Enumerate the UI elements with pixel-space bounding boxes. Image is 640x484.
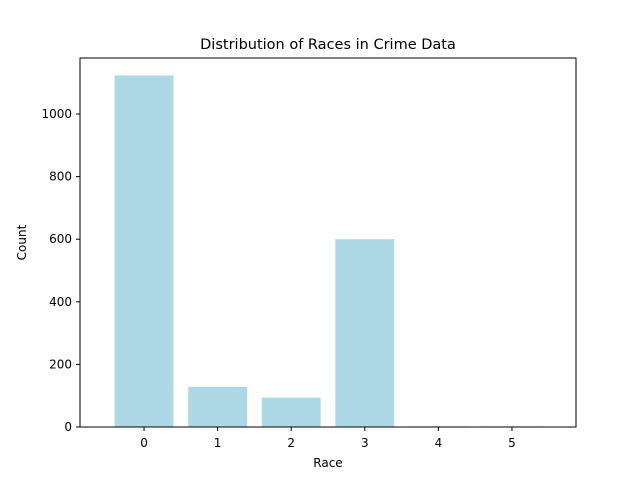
bar-2: [262, 398, 321, 427]
x-tick-label: 2: [287, 436, 295, 450]
x-tick-label: 5: [508, 436, 516, 450]
y-axis-label: Count: [15, 224, 29, 260]
y-tick-label: 0: [64, 420, 72, 434]
y-tick-label: 200: [49, 357, 72, 371]
y-tick-label: 400: [49, 295, 72, 309]
bar-3: [335, 239, 394, 427]
y-tick-label: 1000: [41, 107, 72, 121]
x-tick-label: 1: [214, 436, 222, 450]
y-tick-label: 800: [49, 170, 72, 184]
x-tick-label: 3: [361, 436, 369, 450]
x-tick-label: 0: [140, 436, 148, 450]
chart-title: Distribution of Races in Crime Data: [200, 37, 456, 53]
bar-1: [188, 387, 247, 427]
bar-0: [115, 76, 174, 427]
x-tick-label: 4: [435, 436, 443, 450]
x-axis-label: Race: [313, 456, 342, 470]
y-tick-label: 600: [49, 232, 72, 246]
